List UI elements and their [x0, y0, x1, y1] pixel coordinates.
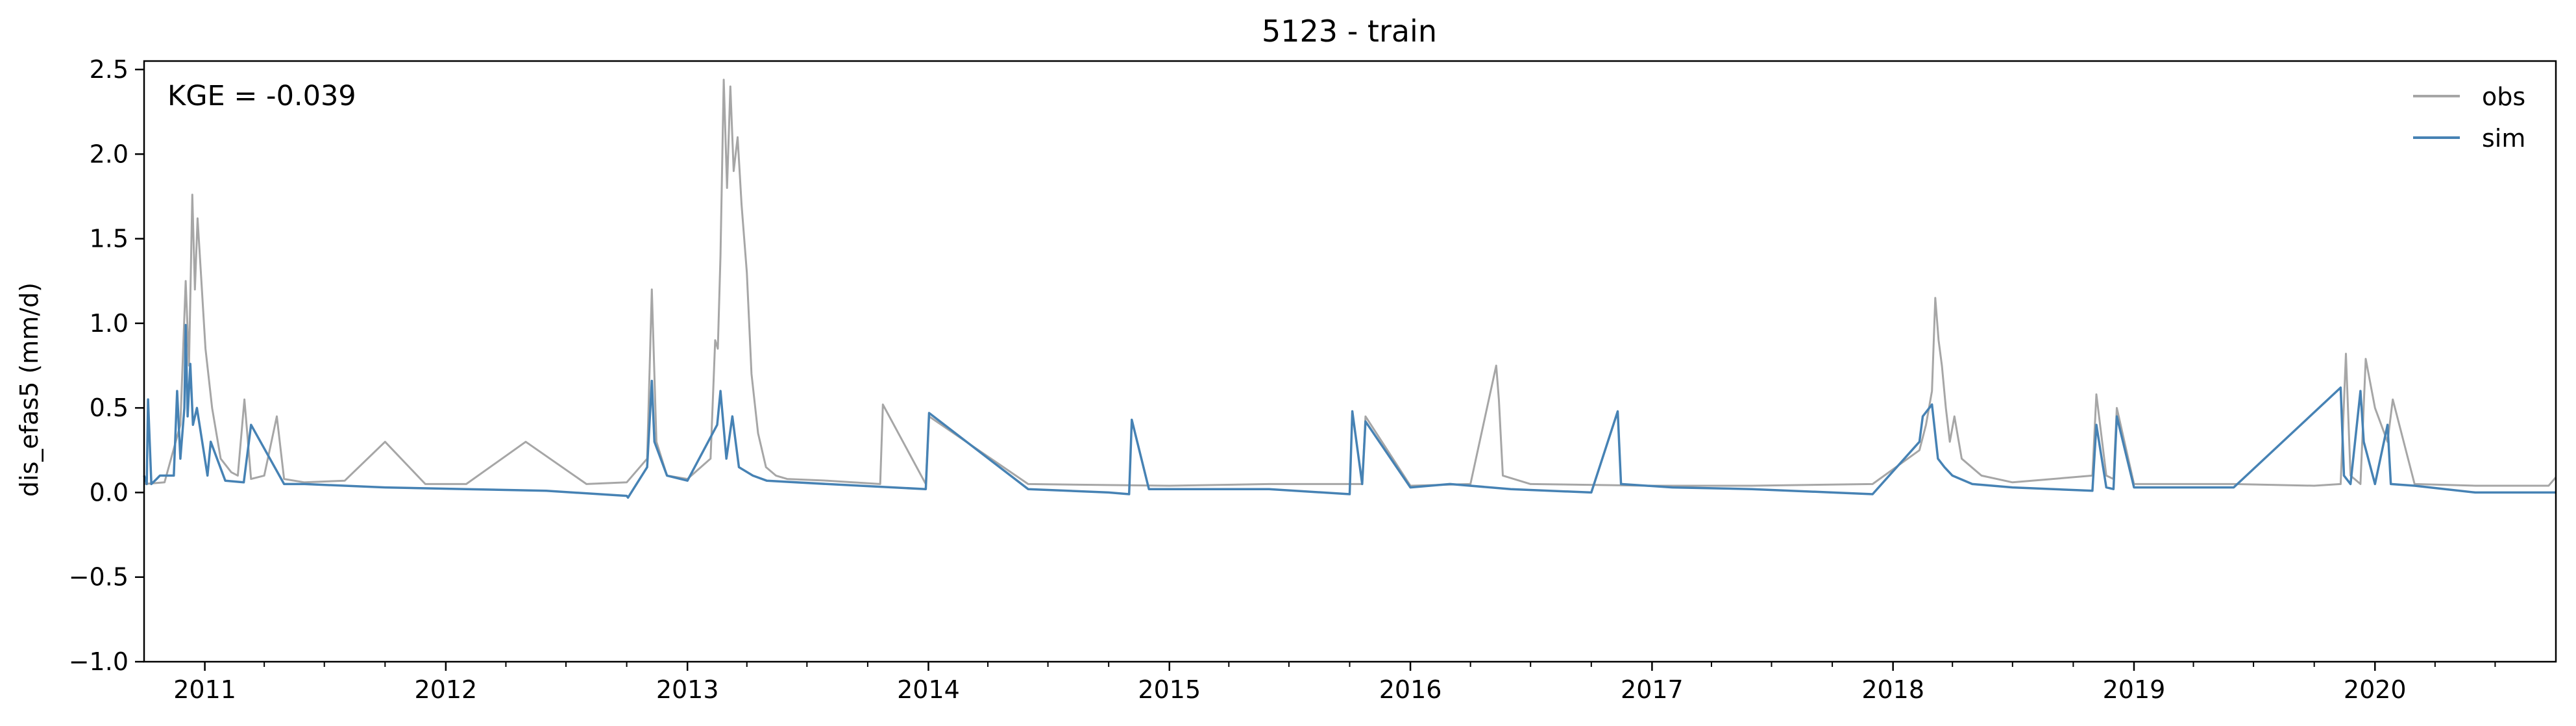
y-tick-label: 2.5	[90, 55, 129, 84]
y-tick-label: 1.0	[90, 309, 129, 338]
x-tick-label: 2018	[1861, 675, 1924, 704]
y-tick-label: 0.5	[90, 394, 129, 422]
x-tick-label: 2011	[173, 675, 236, 704]
x-tick-label: 2016	[1379, 675, 1442, 704]
y-tick-label: 2.0	[90, 140, 129, 168]
x-tick-label: 2013	[656, 675, 719, 704]
y-tick-label: 0.0	[90, 478, 129, 507]
legend-label-sim: sim	[2482, 124, 2525, 153]
legend: obs sim	[2413, 82, 2525, 153]
x-tick-label: 2019	[2103, 675, 2166, 704]
chart-title: 5123 - train	[1262, 14, 1437, 49]
x-tick-label: 2020	[2344, 675, 2407, 704]
legend-label-obs: obs	[2482, 82, 2525, 111]
x-tick-label: 2015	[1138, 675, 1201, 704]
y-tick-label: −1.0	[69, 647, 129, 676]
y-tick-label: 1.5	[90, 225, 129, 253]
series-line-sim	[143, 323, 2556, 499]
y-axis-ticks: −1.0 −0.5 0.0 0.5 1.0 1.5 2.0 2.5	[69, 55, 144, 676]
x-axis-ticks: 2011 2012 2013 2014 2015 2016 2017 2018 2019 2020	[173, 662, 2496, 704]
kge-annotation: KGE = -0.039	[167, 80, 356, 112]
plot-frame	[143, 60, 2557, 663]
y-tick-label: −0.5	[69, 563, 129, 592]
x-tick-label: 2014	[897, 675, 960, 704]
x-tick-label: 2017	[1621, 675, 1684, 704]
x-tick-label: 2012	[415, 675, 478, 704]
plot-area	[143, 79, 2557, 499]
y-axis-label: dis_efas5 (mm/d)	[15, 282, 43, 497]
